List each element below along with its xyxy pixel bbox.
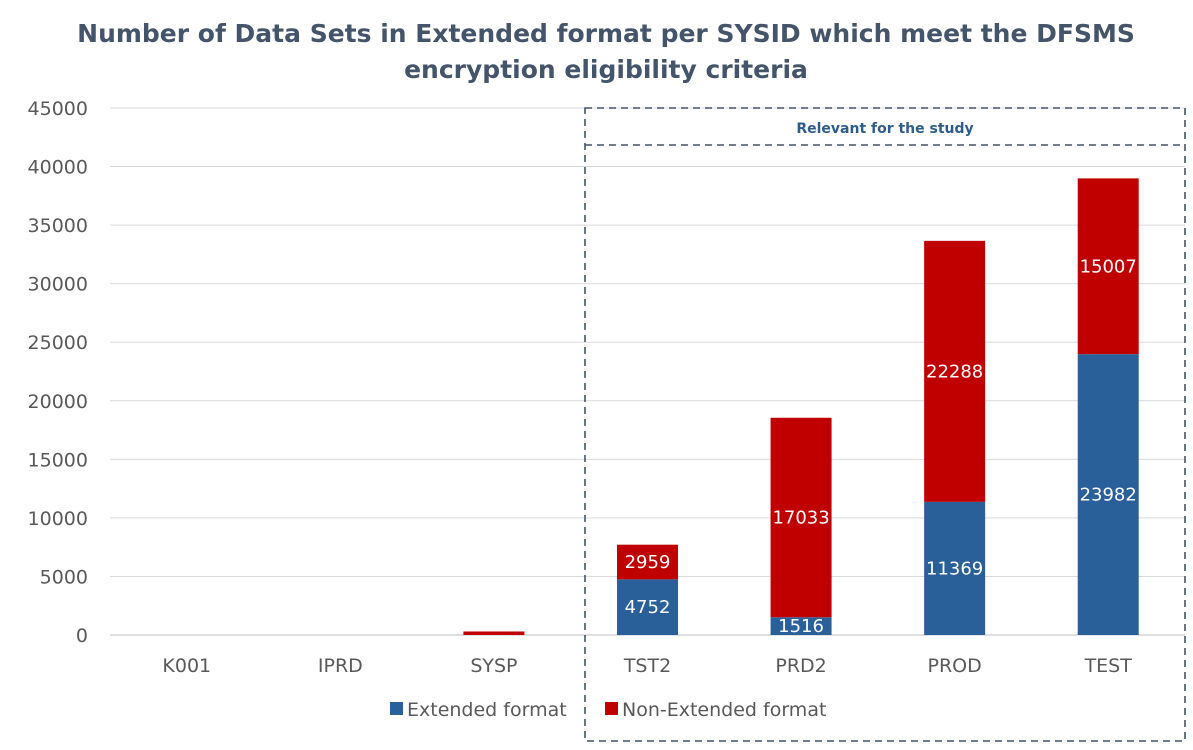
x-tick-label: PRD2 <box>775 655 826 677</box>
y-tick-label: 35000 <box>28 215 88 237</box>
legend-label-extended: Extended format <box>407 699 567 721</box>
data-label-prod-non-extended-format: 22288 <box>926 361 983 382</box>
x-tick-label: TEST <box>1084 655 1133 677</box>
y-tick-label: 25000 <box>28 332 88 354</box>
data-label-prd2-non-extended-format: 17033 <box>772 508 829 529</box>
bar-prd2-extended-format <box>770 617 832 635</box>
x-tick-label: PROD <box>928 655 982 677</box>
x-tick-label: IPRD <box>318 655 363 677</box>
bar-test-non-extended-format <box>1077 178 1139 355</box>
y-tick-label: 10000 <box>28 508 88 530</box>
data-label-prd2-extended-format: 1516 <box>778 616 824 637</box>
bar-sysp-non-extended-format <box>463 631 525 635</box>
data-label-tst2-non-extended-format: 2959 <box>625 552 671 573</box>
bar-test-extended-format <box>1077 354 1139 635</box>
study-region-box <box>584 107 1186 742</box>
bar-prd2-non-extended-format <box>770 417 832 618</box>
legend: Extended format Non-Extended format <box>390 699 826 721</box>
chart-title: Number of Data Sets in Extended format p… <box>77 19 1135 84</box>
x-axis: K001 IPRD SYSP TST2 PRD2 PROD TEST <box>162 655 1132 677</box>
bar-tst2-extended-format <box>617 579 678 635</box>
data-label-prod-extended-format: 11369 <box>926 558 983 579</box>
legend-label-non-extended: Non-Extended format <box>622 699 826 721</box>
x-tick-label: SYSP <box>470 655 517 677</box>
y-tick-label: 20000 <box>28 391 88 413</box>
x-tick-label: K001 <box>162 655 211 677</box>
y-tick-label: 45000 <box>28 98 88 120</box>
y-tick-label: 5000 <box>40 566 88 588</box>
bar-tst2-non-extended-format <box>617 544 678 580</box>
y-tick-label: 30000 <box>28 274 88 296</box>
x-tick-label: TST2 <box>623 655 671 677</box>
bar-prod-non-extended-format <box>924 240 986 502</box>
data-labels: 4752 2959 1516 17033 11369 22288 23982 15007 <box>625 256 1137 637</box>
y-tick-label: 15000 <box>28 449 88 471</box>
legend-swatch-non-extended <box>605 702 618 715</box>
chart-title-line-2: encryption eligibility criteria <box>404 55 808 84</box>
legend-swatch-extended <box>390 702 403 715</box>
data-label-test-extended-format: 23982 <box>1080 485 1137 506</box>
study-annotation: Relevant for the study <box>584 107 1186 742</box>
y-axis: 0 5000 10000 15000 20000 25000 30000 35000 40000… <box>28 98 88 647</box>
chart-title-line-1: Number of Data Sets in Extended format p… <box>77 19 1135 48</box>
bar-prod-extended-format <box>924 501 986 635</box>
data-label-tst2-extended-format: 4752 <box>625 597 671 618</box>
bars <box>463 178 1139 635</box>
study-region-label: Relevant for the study <box>796 121 973 137</box>
y-tick-label: 40000 <box>28 157 88 179</box>
y-tick-label: 0 <box>76 625 88 647</box>
data-label-test-non-extended-format: 15007 <box>1080 256 1137 277</box>
